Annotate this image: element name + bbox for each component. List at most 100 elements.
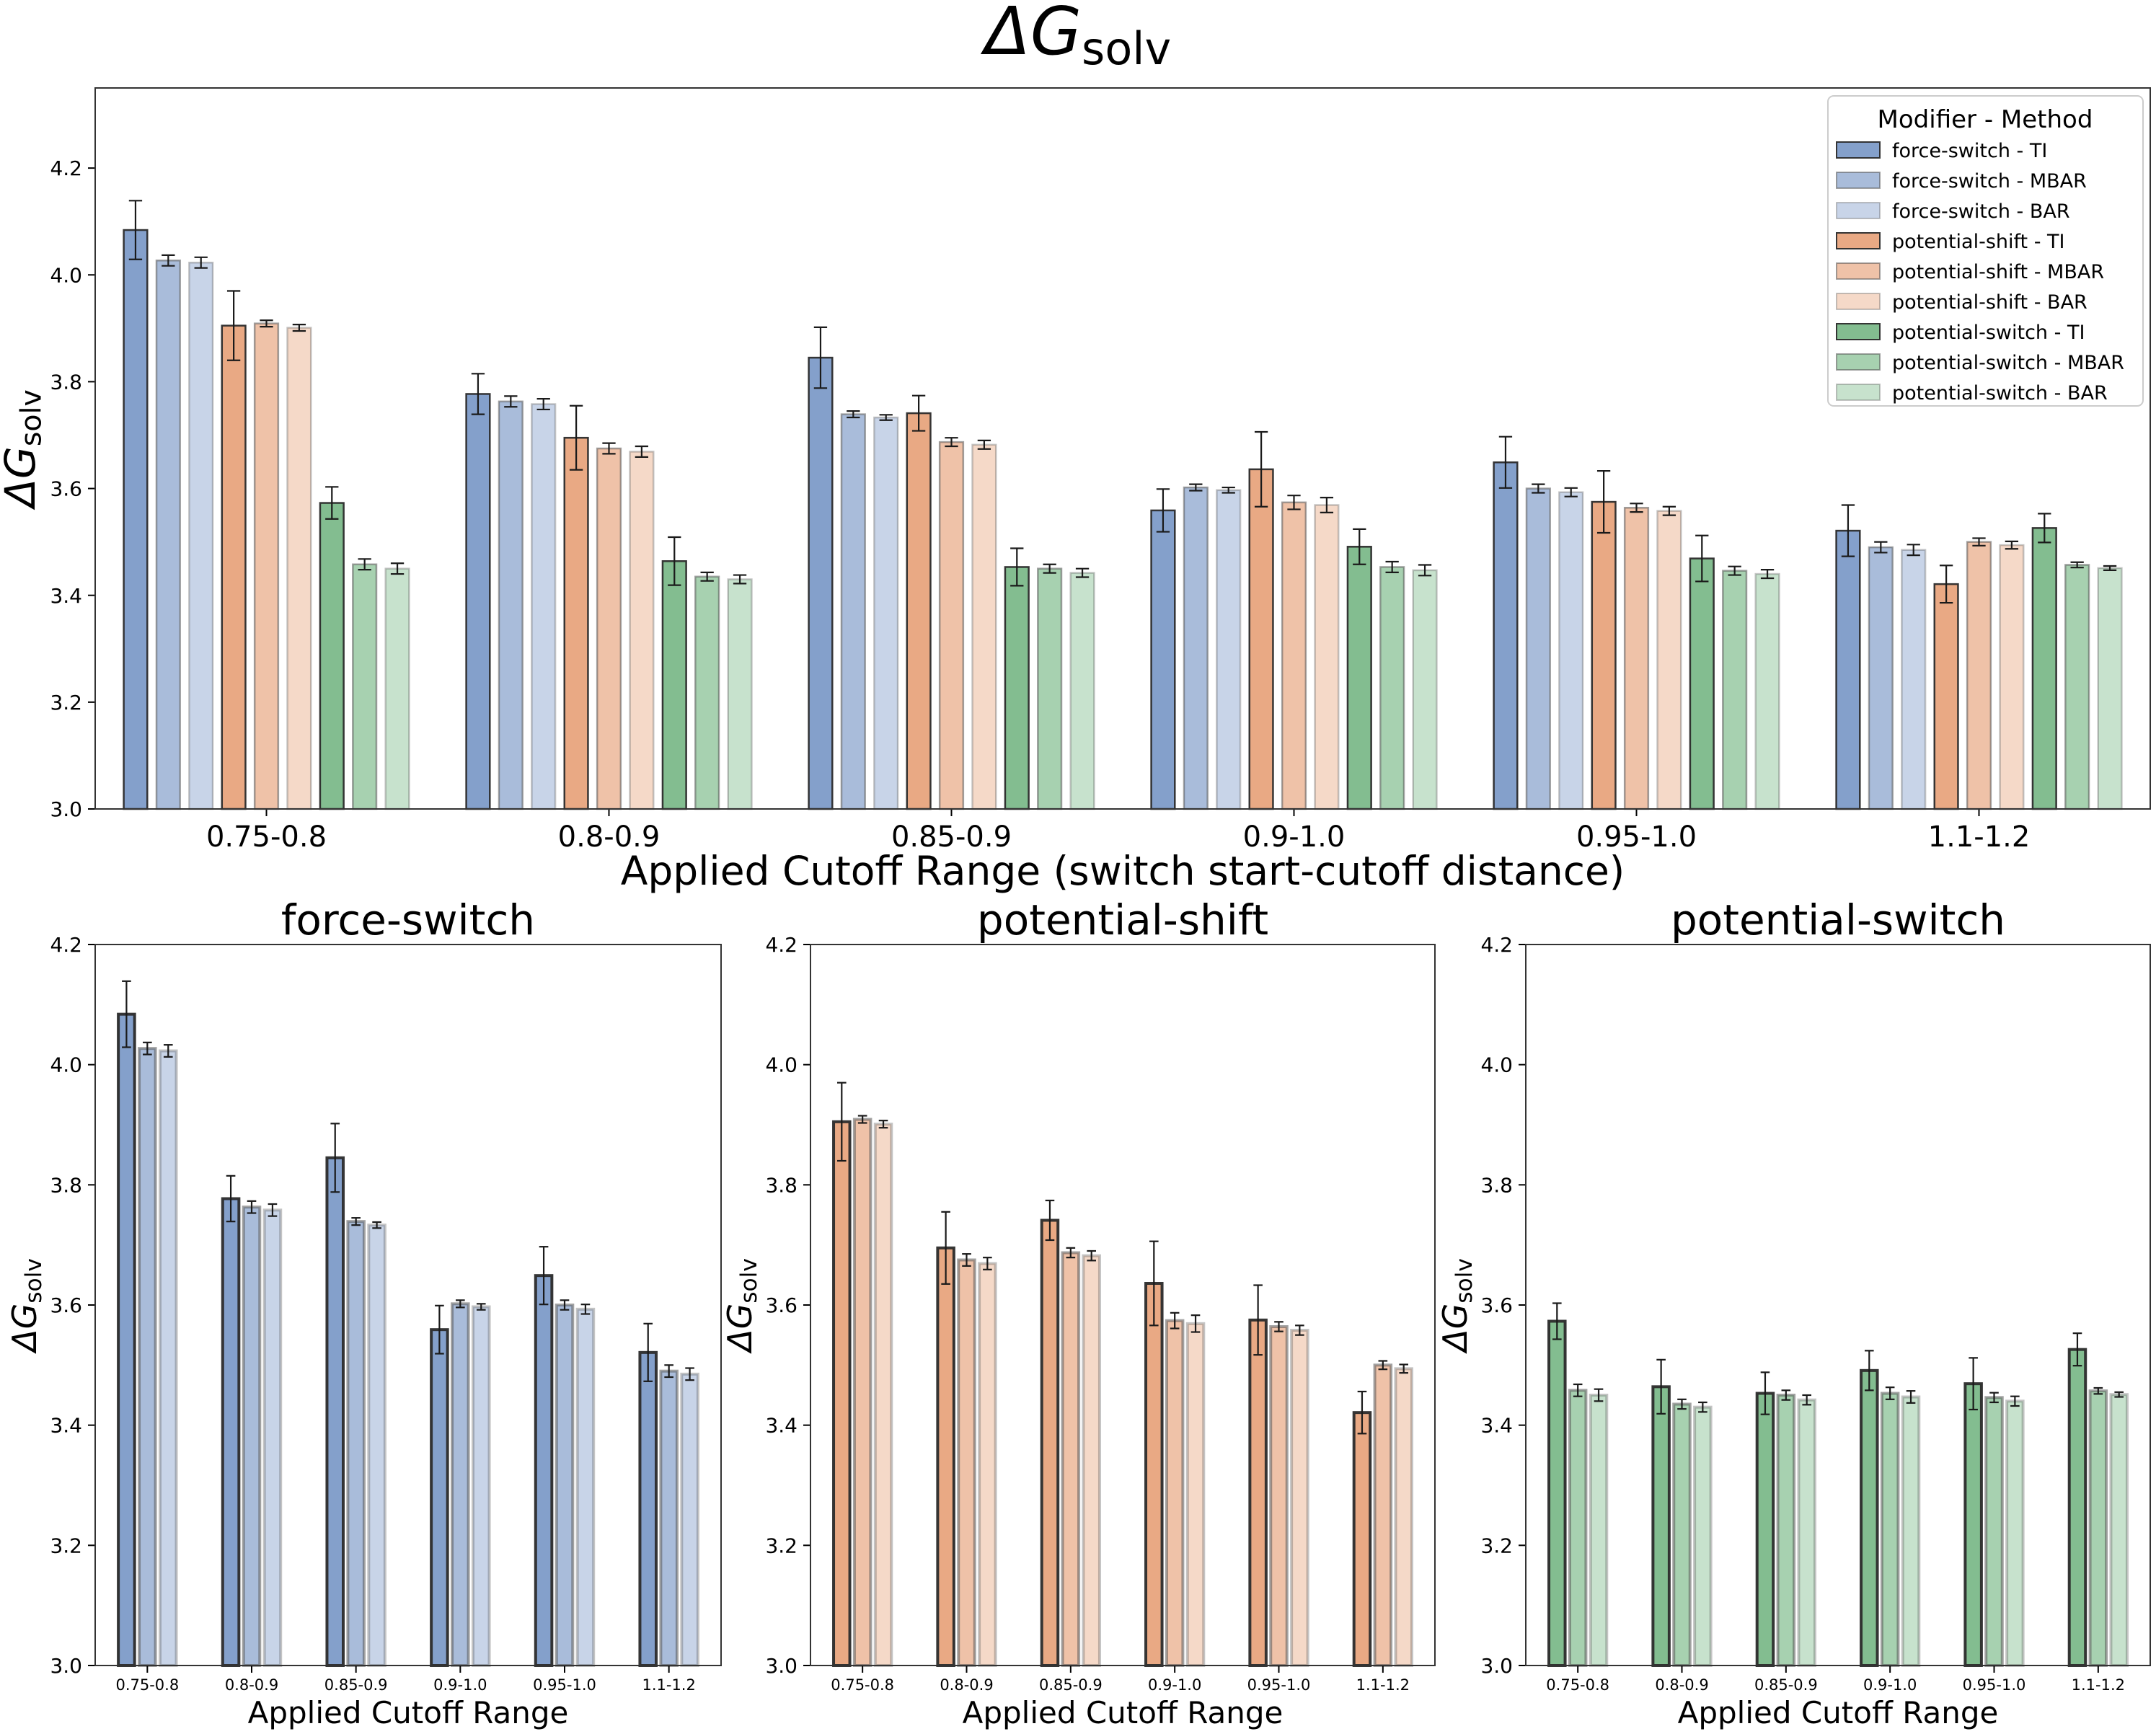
bar: [1933, 583, 1959, 810]
legend-entry: force-switch - TI: [1892, 140, 2047, 162]
bar: [1037, 567, 1063, 810]
bar: [873, 416, 899, 810]
bar: [1493, 461, 1519, 810]
y-tick-label: 3.2: [50, 1534, 82, 1557]
bar: [352, 563, 378, 810]
bar: [1314, 504, 1340, 810]
bar: [938, 441, 965, 810]
y-tick-label: 3.4: [765, 1414, 798, 1438]
figure-title: ΔGsolv: [981, 0, 1171, 75]
bar: [1651, 1385, 1671, 1668]
y-axis-label-subscript: solv: [1452, 1258, 1477, 1304]
bar: [451, 1302, 470, 1668]
x-tick-label: 0.8-0.9: [225, 1676, 278, 1694]
y-axis-label: ΔGsolv: [0, 389, 48, 510]
legend-entry: force-switch - BAR: [1892, 200, 2070, 223]
x-tick-label: 0.85-0.9: [1754, 1676, 1818, 1694]
bar: [1379, 566, 1405, 810]
bar: [367, 1224, 386, 1667]
bar: [1346, 546, 1372, 810]
bar: [1547, 1319, 1567, 1667]
panel-title: potential-shift: [977, 895, 1268, 945]
y-tick-label: 4.0: [1480, 1053, 1513, 1077]
x-tick-label: 0.85-0.9: [1039, 1676, 1103, 1694]
bar: [253, 322, 280, 810]
bar: [1069, 572, 1095, 810]
bar: [2067, 1348, 2087, 1667]
bar: [1144, 1282, 1164, 1667]
bar: [680, 1372, 699, 1668]
bar: [1412, 569, 1438, 810]
bar: [978, 1262, 997, 1667]
x-tick-label: 1.1-1.2: [1356, 1676, 1410, 1694]
y-axis-label-subscript: solv: [15, 389, 48, 446]
bar: [1558, 491, 1584, 810]
y-tick-label: 3.8: [50, 1173, 82, 1197]
bar: [188, 261, 214, 810]
y-tick-label: 3.6: [50, 1293, 82, 1317]
bar: [242, 1206, 262, 1667]
legend-swatch: [1836, 262, 1881, 280]
bar: [221, 1197, 241, 1667]
figure-title-symbol: ΔG: [981, 0, 1082, 70]
y-tick-label: 3.8: [765, 1173, 798, 1197]
bar: [727, 578, 753, 810]
legend-title: Modifier - Method: [1878, 105, 2093, 134]
bar: [221, 324, 247, 810]
bar: [1693, 1405, 1713, 1667]
bar: [808, 356, 834, 810]
bar: [531, 403, 557, 810]
legend-entry: potential-switch - MBAR: [1892, 352, 2124, 374]
bar: [262, 1208, 283, 1668]
bar: [465, 393, 491, 810]
y-axis-label-symbol: ΔG: [1436, 1304, 1475, 1354]
bar: [1966, 541, 1992, 810]
bar: [2064, 564, 2090, 810]
potential-shift-chart-panel: 3.0 3.2 3.4 3.6 3.8 4.0 4.2 0.75-0.8 0.8-0.9 0.85…: [720, 895, 1436, 1730]
bar: [1185, 1322, 1206, 1668]
bar: [1797, 1398, 1816, 1667]
y-axis-label: ΔGsolv: [720, 1258, 762, 1354]
figure-title-subscript: solv: [1082, 22, 1171, 75]
bar: [1656, 510, 1682, 810]
bar: [325, 1156, 345, 1668]
bar: [1901, 549, 1927, 810]
bar: [1591, 500, 1617, 810]
y-axis-label-symbol: ΔG: [5, 1304, 44, 1354]
x-tick-label: 0.75-0.8: [831, 1676, 894, 1694]
bar: [2109, 1393, 2129, 1667]
y-axis-label: ΔGsolv: [5, 1258, 47, 1354]
bar: [498, 400, 523, 810]
plot-frame: [810, 944, 1436, 1666]
bar: [1999, 544, 2025, 810]
y-tick-label: 3.4: [1480, 1414, 1513, 1438]
y-tick-label: 4.0: [765, 1053, 798, 1077]
bar: [1373, 1363, 1393, 1668]
x-tick-label: 0.75-0.8: [115, 1676, 179, 1694]
legend-swatch: [1836, 293, 1881, 310]
y-tick-label: 4.2: [765, 933, 798, 957]
x-tick-label: 0.75-0.8: [206, 820, 327, 854]
y-tick-label: 3.4: [50, 1414, 82, 1438]
bar: [638, 1350, 658, 1668]
x-tick-label: 0.9-1.0: [1863, 1676, 1917, 1694]
x-tick-label: 0.9-1.0: [1148, 1676, 1201, 1694]
legend-entry: potential-switch - TI: [1892, 322, 2085, 344]
bar: [384, 567, 410, 810]
bar: [2031, 527, 2057, 810]
y-axis-label-symbol: ΔG: [0, 446, 45, 510]
bar: [1525, 487, 1551, 810]
legend-frame: [1827, 95, 2144, 407]
x-tick-label: 0.8-0.9: [1655, 1676, 1708, 1694]
bar: [1901, 1395, 1921, 1667]
bar: [1722, 570, 1748, 810]
x-tick-label: 0.75-0.8: [1546, 1676, 1609, 1694]
plot-frame: [94, 944, 722, 1666]
y-tick-label: 3.0: [1480, 1654, 1513, 1678]
y-tick-label: 3.0: [50, 1654, 82, 1678]
x-tick-label: 0.9-1.0: [1243, 820, 1346, 854]
bar: [852, 1118, 872, 1667]
force-switch-chart-panel: 3.0 3.2 3.4 3.6 3.8 4.0 4.2 0.75-0.8 0.8-0.9 0.85…: [5, 895, 722, 1730]
bar: [1061, 1251, 1081, 1667]
plot-frame: [1525, 944, 2151, 1666]
